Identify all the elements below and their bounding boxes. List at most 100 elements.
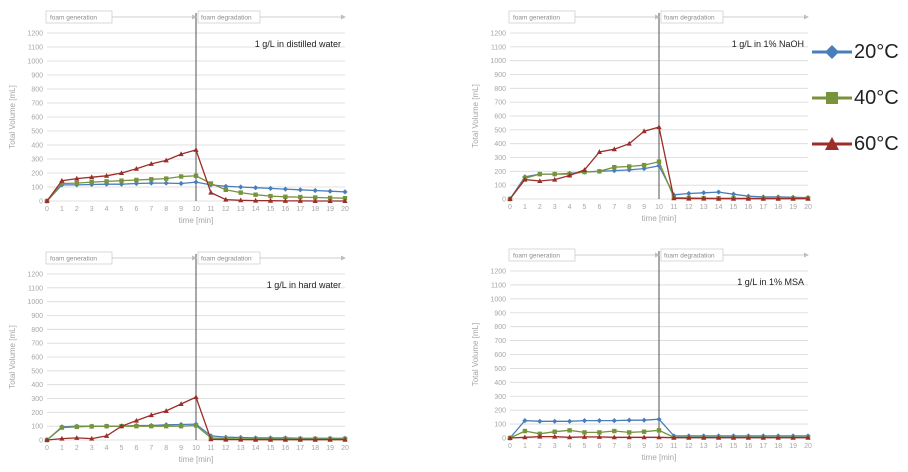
x-tick-label: 4 xyxy=(568,443,572,450)
x-tick-label: 8 xyxy=(627,204,631,211)
y-tick-label: 1200 xyxy=(490,269,506,276)
x-tick-label: 4 xyxy=(105,445,109,452)
y-tick-label: 400 xyxy=(31,382,43,389)
x-tick-label: 11 xyxy=(670,443,677,450)
x-tick-label: 18 xyxy=(774,204,782,211)
data-point xyxy=(59,425,65,430)
x-tick-label: 7 xyxy=(149,206,153,213)
phase-label-box xyxy=(45,251,113,265)
y-tick-label: 600 xyxy=(494,352,506,359)
data-point xyxy=(283,194,288,199)
x-tick-label: 17 xyxy=(759,443,767,450)
data-point xyxy=(626,434,632,440)
y-tick-label: 1000 xyxy=(490,58,506,65)
x-tick-label: 2 xyxy=(75,445,79,452)
data-point xyxy=(656,124,662,130)
data-point xyxy=(208,181,214,186)
phase-arrow-head xyxy=(655,252,660,258)
legend-label: 60°C xyxy=(854,133,899,155)
data-point xyxy=(178,423,184,429)
x-tick-label: 3 xyxy=(553,443,557,450)
data-point xyxy=(118,423,125,429)
x-tick-label: 18 xyxy=(311,445,319,452)
data-point xyxy=(342,198,348,203)
data-point xyxy=(627,430,632,435)
data-point xyxy=(118,181,125,187)
x-tick-label: 14 xyxy=(252,206,260,213)
y-tick-label: 700 xyxy=(31,341,43,348)
data-point xyxy=(59,181,65,186)
data-point xyxy=(805,434,811,440)
y-tick-label: 0 xyxy=(502,436,506,443)
y-axis-label: Total Volume [mL] xyxy=(471,323,480,387)
phase-label-box xyxy=(45,10,113,24)
x-tick-label: 8 xyxy=(627,443,631,450)
y-tick-label: 1100 xyxy=(491,44,506,51)
x-tick-label: 3 xyxy=(90,445,94,452)
data-point xyxy=(119,178,124,183)
data-point xyxy=(716,434,722,440)
y-tick-label: 800 xyxy=(494,324,506,331)
data-point xyxy=(89,179,94,185)
legend-marker-diamond-icon xyxy=(812,45,852,59)
x-tick-label: 6 xyxy=(597,443,601,450)
data-point xyxy=(223,436,229,442)
data-point xyxy=(148,180,154,186)
x-tick-label: 17 xyxy=(296,206,304,213)
data-point xyxy=(552,176,558,182)
data-point xyxy=(253,185,259,191)
x-tick-label: 12 xyxy=(222,206,230,213)
x-axis-label: time [min] xyxy=(642,453,677,462)
y-axis-label: Total Volume [mL] xyxy=(8,325,17,389)
x-axis-label: time [min] xyxy=(179,455,214,464)
y-tick-label: 900 xyxy=(494,72,506,79)
data-point xyxy=(745,195,751,201)
x-tick-label: 6 xyxy=(134,445,138,452)
x-tick-label: 20 xyxy=(804,204,812,211)
data-point xyxy=(805,195,811,201)
data-point xyxy=(44,198,50,203)
phase-arrow-head xyxy=(804,252,809,258)
data-point xyxy=(253,436,259,442)
data-point xyxy=(730,434,737,440)
x-tick-label: 15 xyxy=(267,445,275,452)
y-tick-label: 100 xyxy=(31,424,43,431)
phase-label-box xyxy=(508,248,576,262)
x-tick-label: 17 xyxy=(759,204,767,211)
y-axis-label: Total Volume [mL] xyxy=(8,85,17,149)
y-tick-label: 0 xyxy=(502,197,506,204)
data-point xyxy=(89,174,95,180)
x-tick-label: 9 xyxy=(179,206,183,213)
data-point xyxy=(581,167,588,172)
y-tick-label: 800 xyxy=(31,327,43,334)
data-point xyxy=(686,434,692,440)
chart-panel-2: 0100200300400500600700800900100011001200… xyxy=(471,10,812,223)
data-point xyxy=(193,394,199,400)
data-point xyxy=(193,423,199,428)
data-point xyxy=(44,437,50,442)
y-tick-label: 800 xyxy=(31,87,43,94)
data-point xyxy=(267,197,274,203)
x-tick-label: 14 xyxy=(252,445,260,452)
data-point xyxy=(148,161,154,166)
data-point xyxy=(656,416,662,422)
data-point xyxy=(74,175,80,181)
data-point xyxy=(567,428,572,433)
x-tick-label: 16 xyxy=(282,445,290,452)
x-tick-label: 0 xyxy=(508,204,512,211)
x-tick-label: 2 xyxy=(538,204,542,211)
data-point xyxy=(193,147,199,152)
y-tick-label: 900 xyxy=(31,73,43,80)
data-point xyxy=(297,436,303,442)
x-tick-label: 15 xyxy=(730,204,738,211)
data-point xyxy=(611,434,617,440)
x-tick-label: 18 xyxy=(774,443,782,450)
data-point xyxy=(582,169,587,175)
x-tick-label: 0 xyxy=(45,206,49,213)
x-tick-label: 13 xyxy=(700,204,708,211)
y-tick-label: 500 xyxy=(494,127,506,134)
legend-item-60: 60°C xyxy=(812,132,908,178)
x-tick-label: 7 xyxy=(149,445,153,452)
data-point xyxy=(193,179,199,185)
data-point xyxy=(790,434,796,440)
